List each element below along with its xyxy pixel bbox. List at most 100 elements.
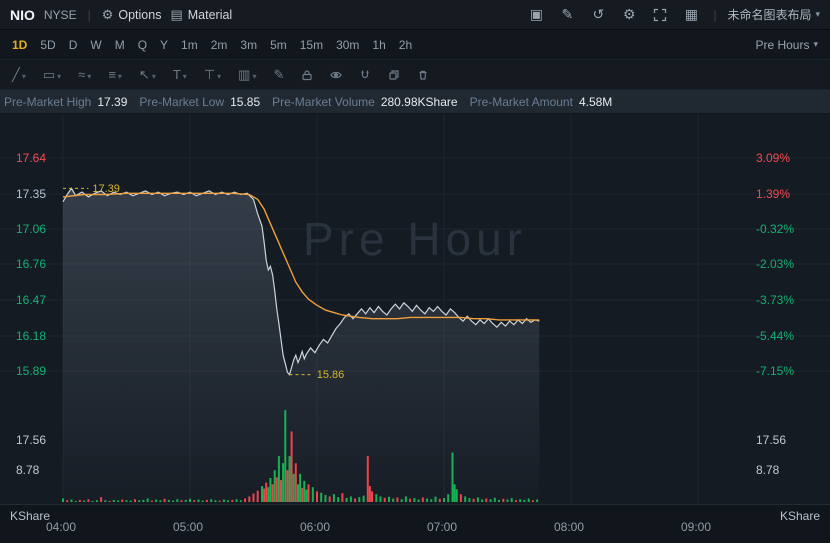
price-axis-label: 16.18: [16, 329, 47, 343]
chart-area: 17.39 15.86 Pre Hour 17.64 17.35 17.06 16.76…: [0, 114, 830, 504]
delete-drawings-tool[interactable]: [417, 69, 429, 81]
premarket-volume-label: Pre-Market Volume: [272, 94, 375, 109]
toolbar-actions: ▣ ✎ ↺ ⚙ ▦ | 未命名图表布局 ▾: [525, 4, 820, 26]
exchange-name: NYSE: [43, 7, 77, 22]
text-annotation-tool[interactable]: T ▾: [173, 68, 187, 81]
volume-unit-label-right: KShare: [779, 509, 820, 523]
timeframe-15min[interactable]: 15m: [299, 37, 324, 52]
timeframe-week[interactable]: W: [90, 37, 102, 52]
price-axis-label: 17.64: [16, 151, 47, 165]
timeframe-3min[interactable]: 3m: [240, 37, 258, 52]
percent-axis-label: 1.39%: [756, 187, 791, 201]
copy-drawing-tool[interactable]: [388, 69, 400, 81]
fib-lines-icon: ≡: [108, 67, 116, 82]
volume-axis-label-right: 8.78: [756, 463, 780, 477]
chevron-down-icon: ▾: [117, 72, 122, 81]
wave-tool[interactable]: ≈ ▾: [78, 68, 91, 81]
timeframe-1min[interactable]: 1m: [181, 37, 198, 52]
time-tick: 05:00: [173, 520, 204, 534]
magnet-tool[interactable]: [359, 69, 371, 81]
price-axis-label: 15.89: [16, 364, 47, 378]
chevron-down-icon: ▾: [21, 72, 26, 81]
gear-icon: ⚙: [623, 6, 636, 22]
session-label: Pre Hours: [755, 37, 810, 52]
time-tick: 09:00: [681, 520, 712, 534]
chart-layout-selector[interactable]: 未命名图表布局 ▾: [727, 6, 820, 23]
text-icon: T: [172, 67, 181, 82]
percent-axis-label: -7.15%: [756, 364, 795, 378]
percent-axis-label: -0.32%: [756, 222, 795, 236]
chart-layout-name: 未命名图表布局: [727, 8, 812, 22]
timeframe-2min[interactable]: 2m: [210, 37, 228, 52]
timeframe-30min[interactable]: 30m: [336, 37, 360, 52]
fullscreen-icon: [654, 8, 667, 21]
timeframe-1d[interactable]: 1D: [12, 37, 28, 52]
options-button[interactable]: ⚙ Options: [102, 7, 162, 23]
screenshot-button[interactable]: ▣: [525, 4, 547, 26]
reload-icon: ↺: [592, 6, 605, 22]
lock-icon: [302, 69, 312, 80]
brush-pencil-icon: ✎: [273, 67, 285, 82]
cursor-tool[interactable]: ↖ ▾: [139, 68, 156, 81]
measure-tool[interactable]: ⊤ ▾: [204, 68, 221, 81]
settings-button[interactable]: ⚙: [618, 4, 640, 26]
premarket-high-label: Pre-Market High: [4, 94, 92, 109]
premarket-amount-value: 4.58M: [578, 94, 613, 109]
trash-icon: [419, 70, 427, 80]
chevron-down-icon: ▾: [815, 9, 820, 19]
chevron-down-icon: ▾: [182, 72, 187, 81]
timeframe-1h[interactable]: 1h: [372, 37, 386, 52]
lock-drawings-tool[interactable]: [301, 69, 313, 81]
timeframe-5min[interactable]: 5m: [270, 37, 287, 52]
pattern-chart-icon: ▥: [238, 67, 251, 82]
copy-icon: [389, 69, 399, 80]
session-selector[interactable]: Pre Hours ▾: [755, 38, 818, 52]
timeframe-bar: 1D 5D D W M Q Y 1m 2m 3m 5m 15m 30m 1h 2…: [0, 30, 830, 60]
volume-axis-label-right: 17.56: [756, 433, 787, 447]
timeframe-2h[interactable]: 2h: [398, 37, 413, 52]
screenshot-icon: ▣: [529, 6, 543, 22]
time-tick: 08:00: [554, 520, 585, 534]
options-gear-icon: ⚙: [101, 6, 114, 22]
wave-icon: ≈: [78, 67, 86, 82]
price-axis-label: 16.47: [16, 293, 47, 307]
symbol-name[interactable]: NIO: [10, 6, 35, 23]
percent-axis-label: -2.03%: [756, 257, 795, 271]
fullscreen-button[interactable]: [649, 4, 671, 26]
trend-line-icon: ╱: [12, 67, 20, 82]
layout-grid-icon: ▦: [684, 6, 698, 22]
volume-axis-label-left: 8.78: [16, 463, 40, 477]
visibility-tool[interactable]: [330, 69, 343, 81]
premarket-high-value: 17.39: [97, 94, 128, 109]
pattern-tool[interactable]: ▥ ▾: [238, 68, 256, 81]
timeframe-year[interactable]: Y: [160, 37, 169, 52]
chevron-down-icon: ▾: [151, 72, 156, 81]
timeframe-5d[interactable]: 5D: [40, 37, 56, 52]
price-axis-label: 16.76: [16, 257, 47, 271]
shapes-tool[interactable]: ▭ ▾: [43, 68, 61, 81]
timeframe-quarter[interactable]: Q: [137, 37, 148, 52]
top-toolbar: NIO NYSE | ⚙ Options ▤ Material ▣ ✎ ↺ ⚙ …: [0, 0, 830, 30]
fibonacci-tool[interactable]: ≡ ▾: [108, 68, 122, 81]
brush-tool[interactable]: ✎: [273, 68, 284, 81]
percent-axis-label: -5.44%: [756, 329, 795, 343]
price-volume-chart[interactable]: 17.39 15.86: [0, 114, 830, 504]
volume-axis-label-left: 17.56: [16, 433, 47, 447]
divider: |: [713, 7, 717, 22]
material-button[interactable]: ▤ Material: [170, 7, 232, 23]
magnet-icon: [361, 70, 369, 78]
premarket-volume-value: 280.98KShare: [380, 94, 458, 109]
volume-unit-label-left: KShare: [10, 509, 51, 523]
edit-button[interactable]: ✎: [556, 4, 578, 26]
chevron-down-icon: ▾: [57, 72, 62, 81]
timeframe-day[interactable]: D: [68, 37, 78, 52]
timeframe-month[interactable]: M: [114, 37, 125, 52]
time-axis: KShare KShare 04:00 05:00 06:00 07:00 08:00 0…: [0, 504, 830, 543]
reload-button[interactable]: ↺: [587, 4, 609, 26]
time-tick: 04:00: [46, 520, 77, 534]
layout-grid-button[interactable]: ▦: [680, 4, 702, 26]
percent-axis-label: -3.73%: [756, 293, 795, 307]
cursor-arrow-icon: ↖: [138, 67, 150, 82]
options-label: Options: [118, 7, 162, 22]
trend-line-tool[interactable]: ╱ ▾: [12, 68, 26, 81]
